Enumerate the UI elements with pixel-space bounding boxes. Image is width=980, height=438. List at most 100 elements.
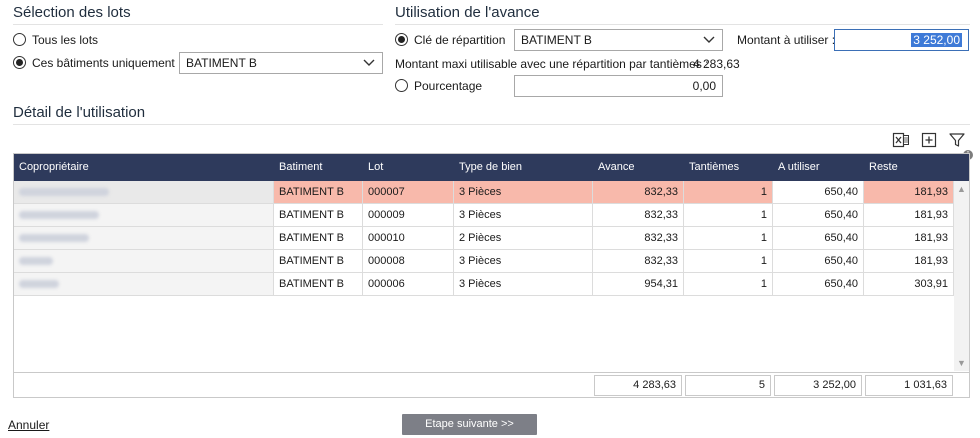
building-select[interactable]: BATIMENT B	[179, 52, 383, 74]
cell-utiliser-input[interactable]: 650,40	[773, 181, 864, 204]
cell-avance: 832,33	[593, 227, 684, 250]
max-amount-label: Montant maxi utilisable avec une réparti…	[395, 57, 709, 71]
col-header-utiliser[interactable]: A utiliser	[778, 161, 820, 173]
cell-utiliser[interactable]: 650,40	[773, 227, 864, 250]
table-row[interactable]: BATIMENT B 000007 3 Pièces 832,33 1 650,…	[14, 181, 954, 204]
detail-section-title: Détail de l'utilisation	[13, 104, 146, 121]
col-header-tantiemes[interactable]: Tantièmes	[689, 161, 740, 173]
cell-lot: 000006	[363, 273, 454, 296]
cell-reste: 181,93	[864, 227, 954, 250]
cell-owner	[14, 181, 274, 204]
radio-all-lots-label[interactable]: Tous les lots	[32, 33, 99, 47]
cell-utiliser[interactable]: 650,40	[773, 204, 864, 227]
amount-label: Montant à utiliser :	[737, 33, 836, 47]
detail-grid: Copropriétaire Batiment Lot Type de bien…	[13, 153, 970, 398]
amount-input-value: 3 252,00	[911, 33, 962, 47]
col-header-batiment[interactable]: Batiment	[279, 161, 323, 173]
table-row[interactable]: BATIMENT B 000008 3 Pièces 832,33 1 650,…	[14, 250, 954, 273]
cell-avance: 832,33	[593, 250, 684, 273]
radio-selected-buildings-label[interactable]: Ces bâtiments uniquement	[32, 56, 175, 70]
cell-avance: 832,33	[593, 204, 684, 227]
total-avance: 4 283,63	[594, 375, 682, 396]
cell-tantiemes: 1	[684, 181, 773, 204]
col-header-owner[interactable]: Copropriétaire	[19, 161, 89, 173]
scroll-up-icon[interactable]: ▲	[957, 184, 966, 194]
cell-type: 3 Pièces	[454, 204, 593, 227]
cell-batiment: BATIMENT B	[274, 273, 363, 296]
owner-name-blurred	[19, 188, 109, 197]
total-reste: 1 031,63	[865, 375, 953, 396]
radio-key-label[interactable]: Clé de répartition	[414, 33, 506, 47]
cell-owner	[14, 250, 274, 273]
cell-type: 3 Pièces	[454, 250, 593, 273]
avance-divider	[395, 24, 970, 25]
total-tantiemes: 5	[685, 375, 771, 396]
total-utiliser: 3 252,00	[774, 375, 862, 396]
cell-type: 3 Pièces	[454, 181, 593, 204]
cell-utiliser[interactable]: 650,40	[773, 250, 864, 273]
filter-icon[interactable]	[948, 131, 966, 149]
cell-batiment: BATIMENT B	[274, 250, 363, 273]
cell-avance: 832,33	[593, 181, 684, 204]
col-header-lot[interactable]: Lot	[368, 161, 384, 173]
cell-utiliser[interactable]: 650,40	[773, 273, 864, 296]
cell-tantiemes: 1	[684, 250, 773, 273]
percent-input-value: 0,00	[692, 79, 716, 93]
amount-input[interactable]: 3 252,00	[834, 29, 969, 51]
cell-reste: 181,93	[864, 204, 954, 227]
grid-header: Copropriétaire Batiment Lot Type de bien…	[14, 154, 969, 181]
next-step-button[interactable]: Etape suivante >>	[402, 414, 537, 435]
avance-section-title: Utilisation de l'avance	[395, 4, 540, 21]
cell-reste: 181,93	[864, 181, 954, 204]
vertical-scrollbar[interactable]: ▲ ▼	[954, 181, 969, 371]
owner-name-blurred	[19, 280, 59, 289]
cell-lot: 000007	[363, 181, 454, 204]
col-header-avance[interactable]: Avance	[598, 161, 635, 173]
cell-owner	[14, 273, 274, 296]
cell-owner	[14, 227, 274, 250]
table-row[interactable]: BATIMENT B 000010 2 Pièces 832,33 1 650,…	[14, 227, 954, 250]
cancel-link[interactable]: Annuler	[8, 418, 50, 432]
scroll-down-icon[interactable]: ▼	[957, 358, 966, 368]
radio-key[interactable]	[395, 33, 408, 46]
detail-divider	[13, 124, 970, 125]
chevron-down-icon	[363, 59, 375, 66]
cell-avance: 954,31	[593, 273, 684, 296]
radio-percent-label[interactable]: Pourcentage	[414, 79, 483, 93]
col-header-type[interactable]: Type de bien	[459, 161, 522, 173]
radio-all-lots[interactable]	[13, 33, 26, 46]
radio-percent[interactable]	[395, 79, 408, 92]
cell-type: 3 Pièces	[454, 273, 593, 296]
cell-lot: 000008	[363, 250, 454, 273]
percent-input[interactable]: 0,00	[514, 75, 723, 97]
col-header-reste[interactable]: Reste	[869, 161, 898, 173]
table-row[interactable]: BATIMENT B 000009 3 Pièces 832,33 1 650,…	[14, 204, 954, 227]
lots-divider	[13, 24, 383, 25]
expand-icon[interactable]	[920, 131, 938, 149]
key-select-value: BATIMENT B	[521, 33, 592, 47]
excel-export-icon[interactable]	[892, 131, 910, 149]
owner-name-blurred	[19, 257, 53, 266]
cell-tantiemes: 1	[684, 204, 773, 227]
cell-tantiemes: 1	[684, 273, 773, 296]
cell-reste: 303,91	[864, 273, 954, 296]
cell-batiment: BATIMENT B	[274, 204, 363, 227]
building-select-value: BATIMENT B	[186, 56, 257, 70]
cell-reste: 181,93	[864, 250, 954, 273]
owner-name-blurred	[19, 211, 99, 220]
cell-type: 2 Pièces	[454, 227, 593, 250]
cell-batiment: BATIMENT B	[274, 181, 363, 204]
table-row[interactable]: BATIMENT B 000006 3 Pièces 954,31 1 650,…	[14, 273, 954, 296]
grid-totals-row: 4 283,63 5 3 252,00 1 031,63	[14, 372, 969, 398]
cell-tantiemes: 1	[684, 227, 773, 250]
owner-name-blurred	[19, 234, 89, 243]
cell-lot: 000010	[363, 227, 454, 250]
radio-selected-buildings[interactable]	[13, 56, 26, 69]
cell-batiment: BATIMENT B	[274, 227, 363, 250]
cell-lot: 000009	[363, 204, 454, 227]
key-select[interactable]: BATIMENT B	[514, 29, 723, 51]
chevron-down-icon	[703, 36, 715, 43]
lots-section-title: Sélection des lots	[13, 4, 131, 21]
cell-owner	[14, 204, 274, 227]
max-amount-value: 4 283,63	[693, 57, 740, 71]
